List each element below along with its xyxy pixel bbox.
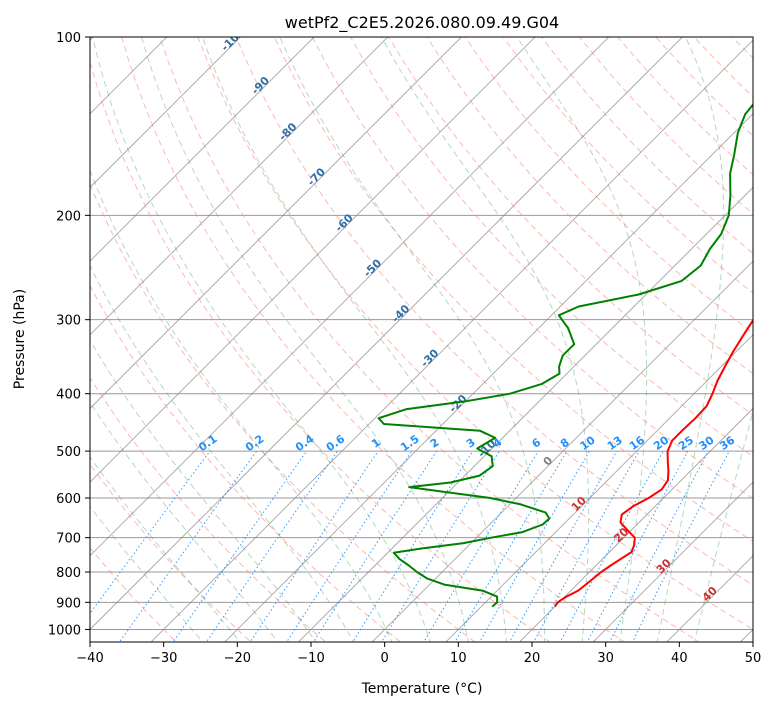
y-tick-label: 900: [56, 596, 81, 611]
x-axis-label: Temperature (°C): [361, 681, 483, 697]
y-tick-label: 400: [56, 388, 81, 403]
x-tick-label: −30: [150, 651, 177, 666]
y-tick-label: 200: [56, 209, 81, 224]
x-tick-label: 10: [450, 651, 467, 666]
y-axis-label: Pressure (hPa): [12, 289, 28, 389]
y-tick-label: 500: [56, 445, 81, 460]
y-tick-label: 100: [56, 31, 81, 46]
y-tick-label: 700: [56, 532, 81, 547]
x-tick-label: 40: [671, 651, 688, 666]
x-tick-label: −40: [76, 651, 103, 666]
y-tick-label: 600: [56, 492, 81, 507]
x-tick-label: 0: [381, 651, 389, 666]
chart-title: wetPf2_C2E5.2026.080.09.49.G04: [285, 13, 559, 33]
y-tick-label: 300: [56, 314, 81, 329]
y-tick-label: 1000: [48, 623, 81, 638]
x-tick-label: 20: [524, 651, 541, 666]
x-tick-label: −10: [297, 651, 324, 666]
x-tick-label: −20: [224, 651, 251, 666]
x-tick-label: 50: [745, 651, 762, 666]
y-tick-label: 800: [56, 566, 81, 581]
x-tick-label: 30: [597, 651, 614, 666]
